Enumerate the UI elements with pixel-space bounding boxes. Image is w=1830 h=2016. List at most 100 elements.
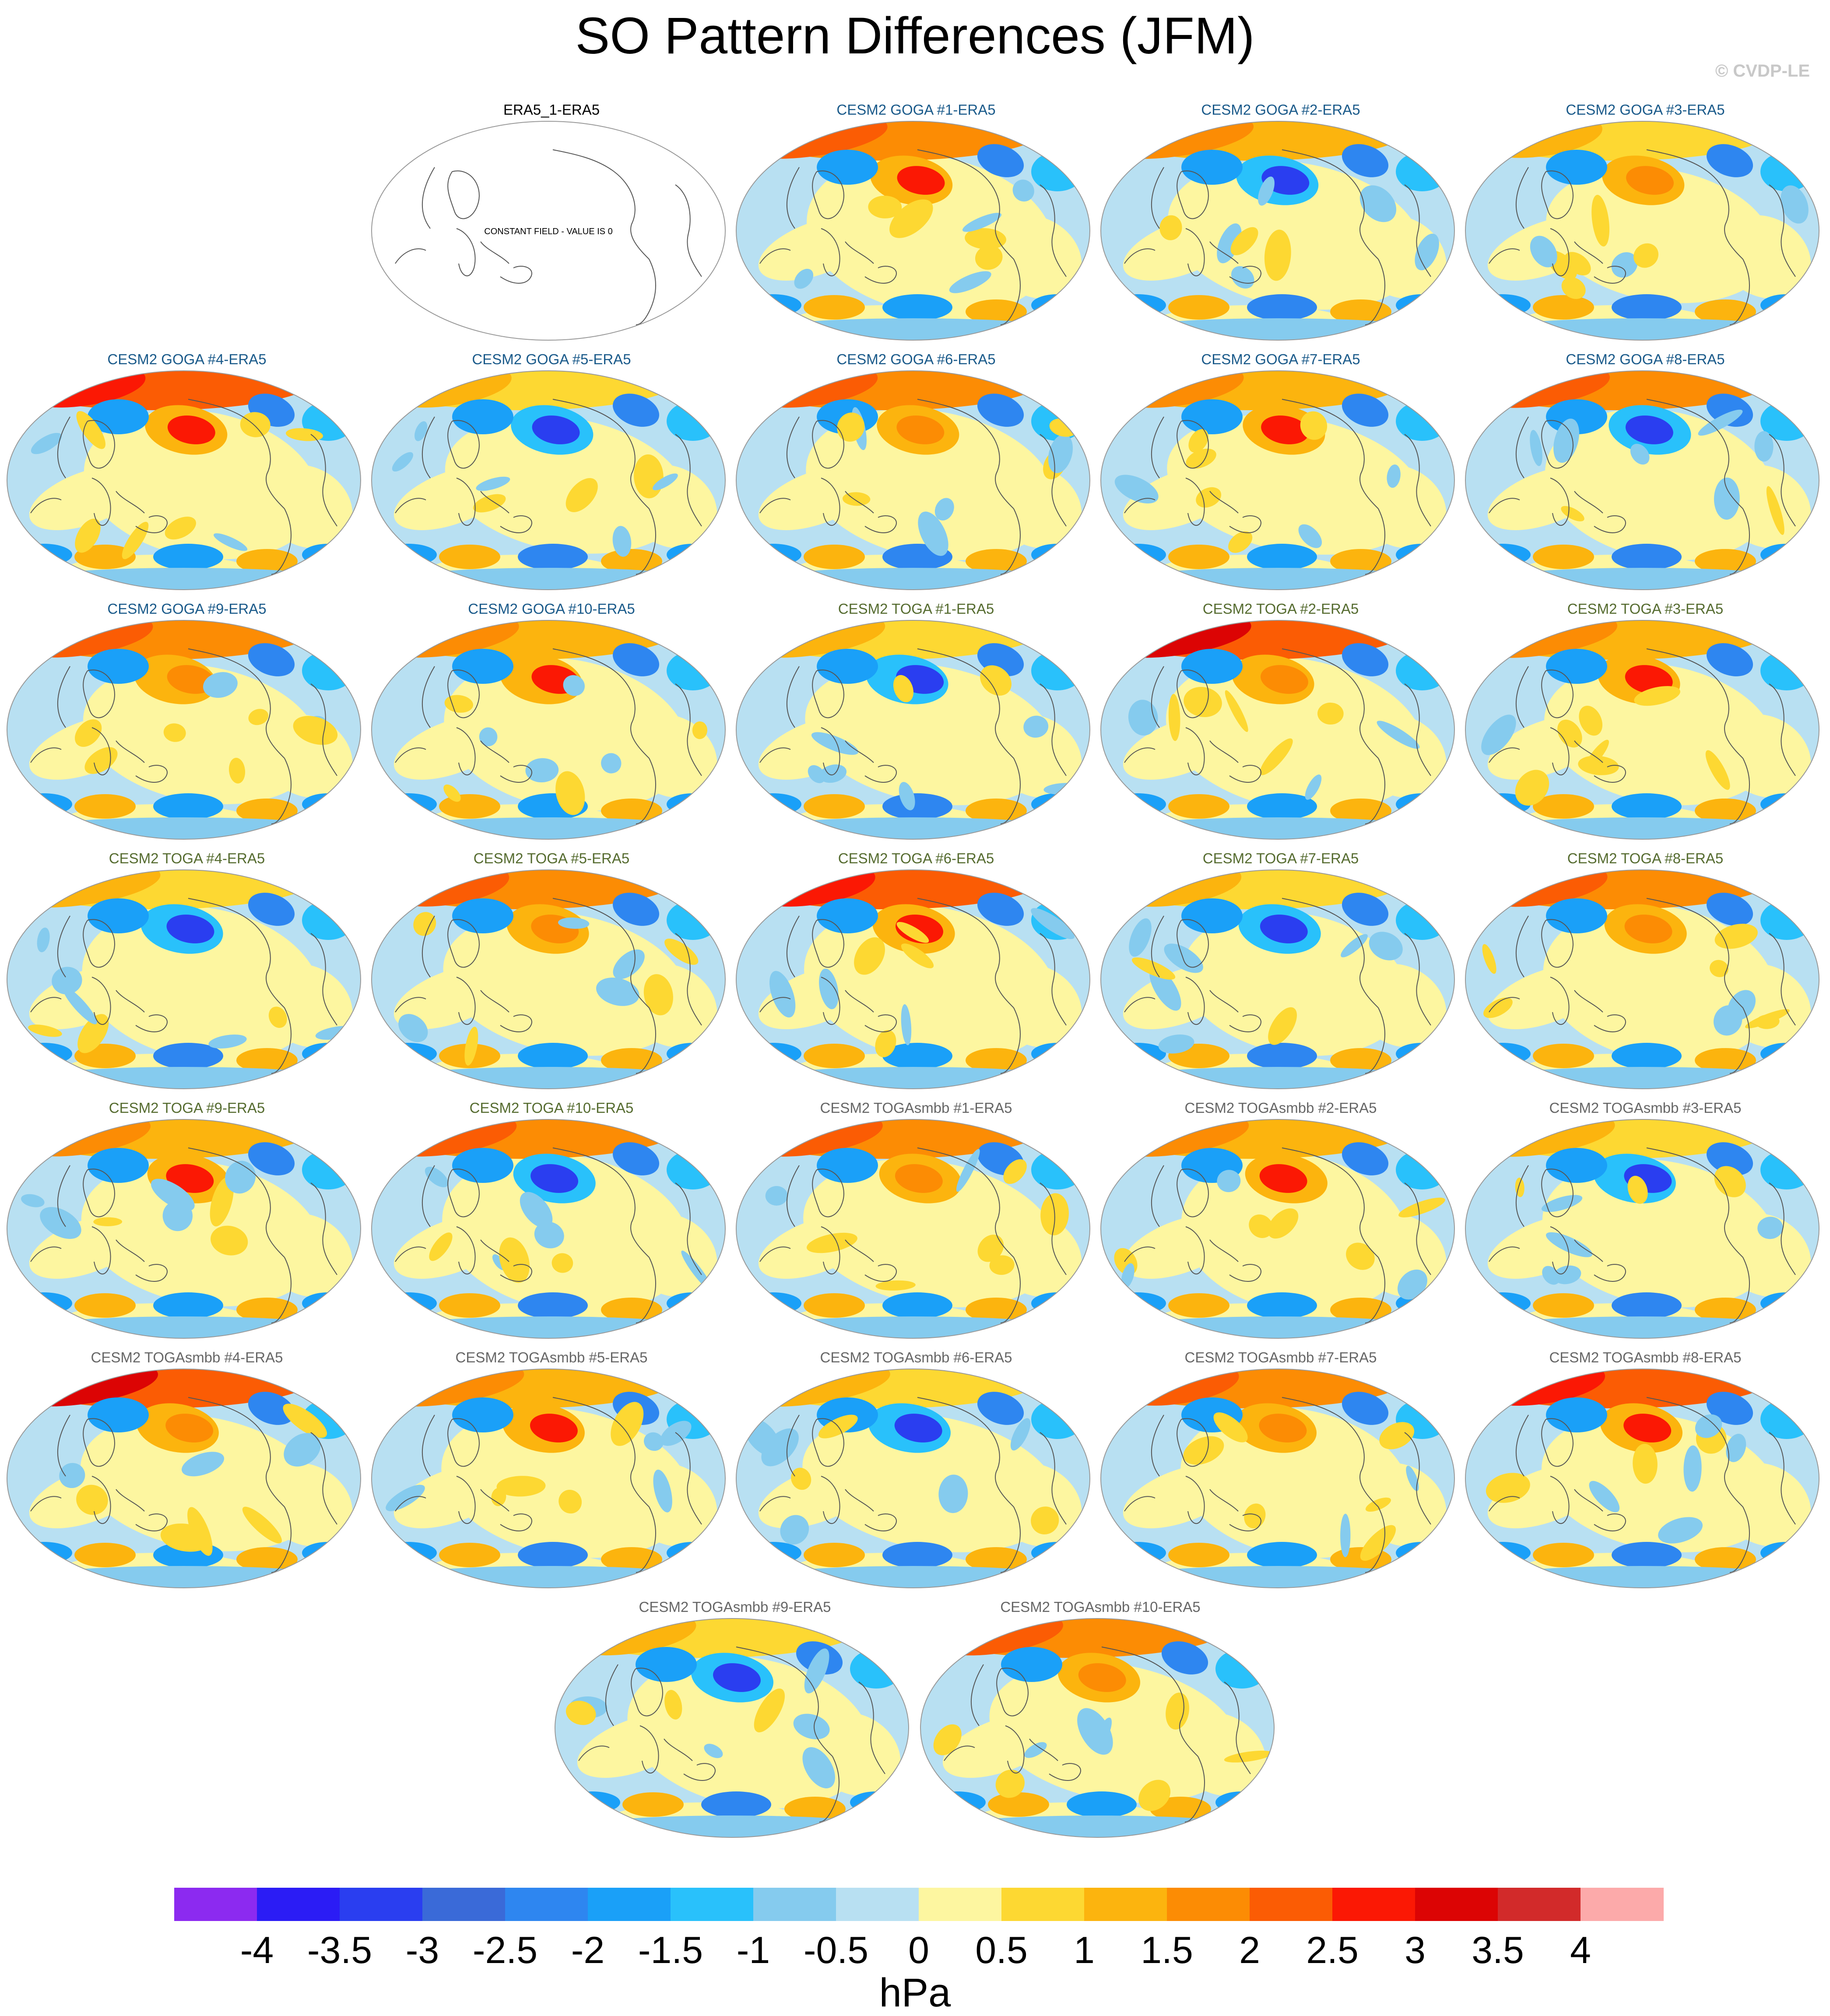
coastline [1000,1506,1021,1573]
coastline [944,1745,975,1761]
anomaly-patch [84,747,118,774]
southern-positive [966,1298,1027,1322]
anomaly-patch [918,511,948,556]
negative-anomaly-lobe [88,1148,149,1183]
north-pacific-core [1261,415,1309,444]
antarctic-band [372,1067,725,1089]
anomaly-patch [1589,1481,1620,1513]
map-plot [1465,1369,1820,1588]
coastline [1185,727,1205,776]
antarctic-band [736,817,1090,839]
map-panel: CESM2 TOGAsmbb #9-ERA5 [552,1599,917,1840]
colorbar-tick-label: 1 [1074,1929,1095,1970]
coastline [864,1014,897,1032]
coastline [675,1432,702,1525]
southern-negative [302,1292,355,1314]
negative-anomaly-lobe [1546,1397,1607,1432]
anomaly-patch [31,433,62,454]
positive-anomaly-band [1718,1463,1811,1547]
coastline [1209,491,1239,514]
map-plot [371,1369,726,1588]
coastline [1282,149,1344,172]
southern-positive [1695,1048,1756,1073]
anomaly-patch [664,938,699,965]
coastline [812,1168,844,1217]
coastline [864,1264,897,1282]
coastline [1229,266,1261,284]
coastline [447,170,480,219]
coastline [500,266,532,284]
negative-anomaly-lobe [1342,144,1389,177]
anomaly-patch [806,1232,857,1253]
anomaly-patch [1591,195,1610,246]
coastline [759,248,791,264]
colorbar-swatch [174,1888,257,1921]
coastline [821,1476,840,1524]
coastline [1005,1725,1025,1774]
anomaly-patch [1483,997,1513,1018]
coastline [135,765,168,783]
anomaly-patch [1754,431,1774,462]
panel-title: CESM2 GOGA #8-ERA5 [1566,351,1725,367]
negative-anomaly-lobe [88,649,149,684]
map-panel: CESM2 TOGA #4-ERA5 [4,850,369,1091]
positive-anomaly-band [1123,1464,1240,1528]
coastline [421,915,435,978]
coastline [447,420,480,469]
negative-anomaly-lobe [248,893,295,926]
coastline [1229,1014,1261,1032]
anomaly-patch [37,927,50,953]
map-plot [1465,620,1820,840]
north-pacific-core [713,1663,761,1692]
contour-field [372,620,725,839]
negative-anomaly-lobe [1342,1142,1389,1175]
coastline [249,670,285,759]
map-panel: ERA5_1-ERA5 CONSTANT FIELD - VALUE IS 0 [369,102,734,342]
negative-anomaly-lobe [817,150,878,185]
anomaly-patch [1546,1232,1593,1257]
coastline [1515,666,1529,728]
coastline [1040,1432,1067,1525]
anomaly-patch [1264,229,1291,281]
anomaly-patch [1114,475,1159,504]
southern-negative [1612,1542,1682,1568]
panel-title: CESM2 TOGAsmbb #5-ERA5 [455,1349,648,1365]
positive-anomaly-band [989,964,1082,1048]
negative-anomaly-lobe [1342,643,1389,676]
coastline [1343,920,1379,1008]
anomaly-patch [443,784,461,802]
north-pacific-core [530,1164,579,1193]
anomaly-patch [444,695,474,713]
north-pacific-core [1626,166,1674,195]
southern-negative [518,544,588,570]
negative-anomaly-lobe [1342,1392,1389,1425]
coastline [1040,1182,1067,1275]
map-border [735,121,1091,341]
coastline [786,666,800,728]
map-border [6,1119,362,1339]
anomaly-patch [534,1221,564,1249]
anomaly-patch [1003,1159,1027,1184]
southern-negative [667,1292,719,1314]
coastline [1404,933,1431,1026]
map-border [6,370,362,590]
anomaly-patch [1714,477,1740,520]
coastline [447,919,480,968]
coastline [636,1007,656,1074]
coastline [1177,1168,1209,1217]
positive-anomaly-band [1718,464,1811,549]
southern-negative [1396,793,1448,815]
anomaly-patch [1031,1506,1059,1534]
coastline [978,670,1014,759]
coastline [1541,669,1574,718]
coastline [1729,1007,1750,1074]
coastline [1343,1419,1379,1507]
coastline [821,478,840,526]
antarctic-band [1101,817,1454,839]
anomaly-patch [1149,967,1181,1011]
anomaly-patch [802,1747,835,1789]
coastline [1365,1506,1385,1573]
coastline [1574,491,1603,514]
colorbar-swatch [1332,1888,1416,1921]
antarctic-band [1465,568,1819,590]
